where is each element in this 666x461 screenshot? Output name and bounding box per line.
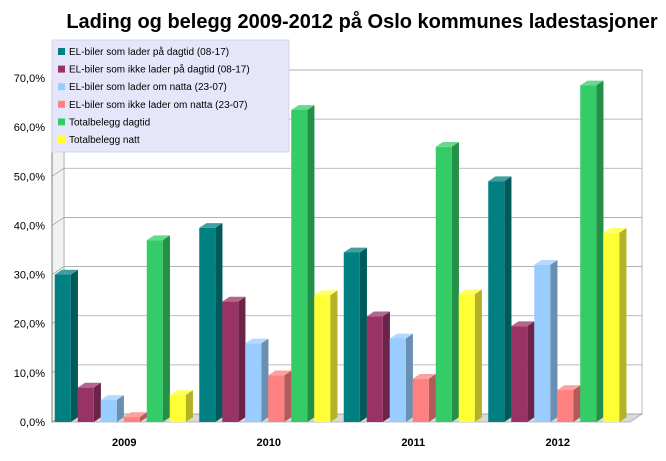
bar [511, 321, 535, 422]
y-tick-label: 50,0% [14, 171, 45, 183]
legend-entry: Totalbelegg dagtid [69, 117, 150, 128]
bar [54, 269, 78, 422]
bar [603, 228, 627, 422]
bar [77, 382, 101, 422]
legend-box [51, 39, 290, 153]
y-tick-label: 40,0% [14, 220, 45, 232]
bar [389, 333, 413, 422]
y-tick-label: 60,0% [14, 122, 45, 134]
legend-swatch [58, 118, 65, 126]
y-tick-label: 70,0% [14, 73, 45, 85]
bar [123, 412, 147, 422]
y-tick-label: 0,0% [20, 417, 45, 429]
bar [146, 235, 170, 422]
x-tick-label: 2009 [112, 437, 136, 449]
y-tick-label: 20,0% [14, 319, 45, 331]
bar [580, 80, 604, 423]
bar [314, 290, 338, 422]
bar [534, 259, 558, 422]
bar [169, 390, 193, 422]
legend-swatch [58, 136, 65, 143]
legend-swatch [58, 100, 65, 108]
legend: EL-biler som lader på dagtid (08-17) EL-b… [51, 39, 290, 153]
bars [54, 80, 627, 423]
bar [199, 223, 223, 422]
bar [268, 370, 292, 422]
y-tick-label: 10,0% [14, 368, 45, 380]
legend-entry: EL-biler som lader på dagtid (08-17) [69, 46, 229, 58]
bar [100, 395, 124, 422]
legend-swatch [58, 48, 65, 55]
bar [343, 247, 367, 422]
x-tick-label: 2011 [401, 437, 425, 449]
bar [435, 142, 459, 423]
bar [366, 311, 390, 422]
bar [557, 385, 581, 422]
x-tick-label: 2012 [546, 437, 570, 449]
chart-title: Lading og belegg 2009-2012 på Oslo kommu… [66, 10, 658, 33]
bar [412, 373, 436, 422]
legend-entry: EL-biler som ikke lader på dagtid (08-17… [69, 64, 250, 76]
bar [245, 338, 269, 422]
legend-entry: Totalbelegg natt [69, 135, 140, 146]
bar [488, 176, 512, 422]
axes: 0,0% 10,0% 20,0% 30,0% 40,0% 50,0% 60,0% 70,0% 2… [14, 73, 570, 449]
bar [222, 296, 246, 422]
legend-swatch [58, 83, 65, 91]
bar [291, 105, 315, 423]
legend-entry: EL-biler som ikke lader om natta (23-07) [69, 100, 247, 111]
x-tick-label: 2010 [257, 437, 281, 449]
y-tick-label: 30,0% [14, 270, 45, 282]
legend-swatch [58, 65, 65, 73]
legend-entry: EL-biler som lader om natta (23-07) [69, 82, 227, 93]
bar [458, 289, 482, 422]
